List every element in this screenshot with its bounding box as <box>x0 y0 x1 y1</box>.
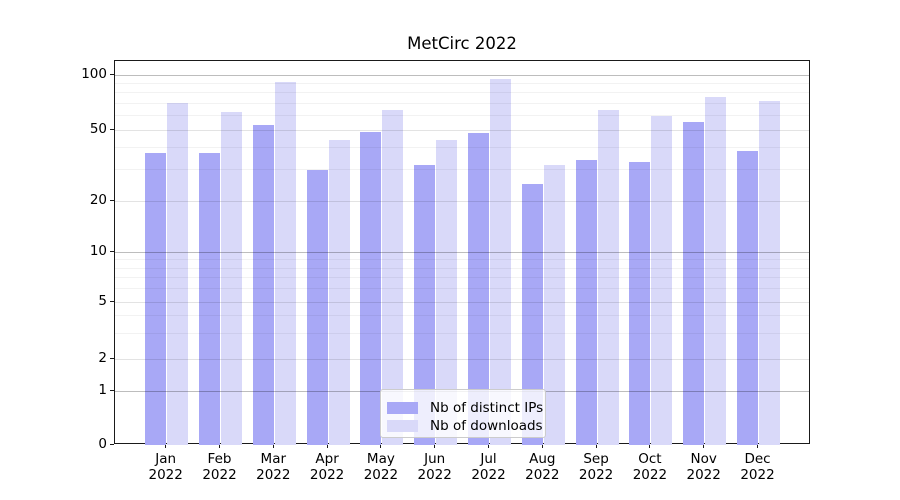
legend-label-distinct-ips: Nb of distinct IPs <box>430 400 544 416</box>
bar-distinct-ips-jan <box>145 153 167 445</box>
y-tick-mark-50 <box>110 129 114 130</box>
bar-distinct-ips-nov <box>683 122 705 445</box>
y-tick-mark-0 <box>110 444 114 445</box>
legend: Nb of distinct IPs Nb of downloads <box>380 389 546 438</box>
x-tick-label-dec: Dec 2022 <box>740 451 775 483</box>
legend-swatch-distinct-ips <box>387 401 418 415</box>
y-tick-mark-100 <box>110 74 114 75</box>
chart-title: MetCirc 2022 <box>407 34 517 53</box>
gridline-10 <box>115 252 809 253</box>
x-tick-label-mar: Mar 2022 <box>256 451 291 483</box>
gridline-minor-80 <box>115 92 809 93</box>
bar-downloads-jun <box>436 139 458 445</box>
x-tick-mark-jul <box>488 444 489 448</box>
x-tick-label-oct: Oct 2022 <box>632 451 668 483</box>
bar-distinct-ips-feb <box>199 153 220 445</box>
bar-distinct-ips-oct <box>629 162 651 445</box>
x-tick-mark-jan <box>165 444 167 448</box>
bar-downloads-nov <box>705 96 727 445</box>
gridline-minor-4 <box>115 315 809 316</box>
gridline-minor-7 <box>115 277 809 278</box>
bar-downloads-may <box>382 110 404 445</box>
x-tick-mark-may <box>380 444 382 448</box>
gridline-2 <box>115 359 809 360</box>
legend-label-downloads: Nb of downloads <box>430 418 543 434</box>
x-tick-mark-oct <box>649 444 651 448</box>
gridline-50 <box>115 130 809 131</box>
legend-row-distinct-ips: Nb of distinct IPs <box>387 399 543 417</box>
gridline-5 <box>115 302 809 303</box>
y-tick-mark-20 <box>110 200 114 201</box>
bar-downloads-feb <box>221 111 242 445</box>
x-tick-mark-mar <box>272 444 274 448</box>
x-tick-label-aug: Aug 2022 <box>525 451 560 483</box>
x-tick-mark-nov <box>703 444 705 448</box>
gridline-minor-6 <box>115 288 809 289</box>
x-tick-mark-jun <box>434 444 436 448</box>
bar-distinct-ips-jul <box>468 133 489 445</box>
y-tick-label-50: 50 <box>89 121 107 137</box>
x-tick-mark-dec <box>757 444 758 448</box>
y-tick-mark-10 <box>110 251 114 252</box>
x-tick-label-jul: Jul 2022 <box>471 451 506 483</box>
gridline-20 <box>115 201 809 202</box>
bar-distinct-ips-jun <box>414 164 436 445</box>
x-tick-label-jun: Jun 2022 <box>417 451 452 483</box>
x-tick-label-nov: Nov 2022 <box>686 451 721 483</box>
gridline-minor-40 <box>115 147 809 148</box>
bar-downloads-jul <box>490 79 511 445</box>
y-tick-label-5: 5 <box>98 293 107 309</box>
gridline-minor-60 <box>115 115 809 116</box>
gridline-minor-8 <box>115 268 809 269</box>
gridline-minor-30 <box>115 169 809 170</box>
x-tick-mark-aug <box>541 444 543 448</box>
x-tick-mark-sep <box>595 444 597 448</box>
y-tick-mark-5 <box>110 301 114 302</box>
y-tick-label-0: 0 <box>98 436 107 452</box>
bar-downloads-aug <box>543 164 565 445</box>
plot-area: Nb of distinct IPs Nb of downloads <box>114 60 810 445</box>
gridline-minor-3 <box>115 333 809 334</box>
y-tick-label-20: 20 <box>89 192 107 208</box>
x-tick-label-jan: Jan 2022 <box>148 451 183 483</box>
bar-downloads-apr <box>328 139 350 445</box>
x-tick-label-sep: Sep 2022 <box>578 451 614 483</box>
y-tick-label-2: 2 <box>98 350 107 366</box>
y-tick-label-1: 1 <box>98 382 107 398</box>
bar-distinct-ips-mar <box>252 125 274 445</box>
x-tick-label-apr: Apr 2022 <box>309 451 345 483</box>
y-tick-mark-1 <box>110 390 114 391</box>
gridline-minor-70 <box>115 103 809 104</box>
legend-row-downloads: Nb of downloads <box>387 417 543 435</box>
bar-downloads-dec <box>759 101 780 445</box>
bar-distinct-ips-sep <box>575 159 597 445</box>
bar-distinct-ips-dec <box>737 151 758 445</box>
x-tick-mark-apr <box>326 444 328 448</box>
bar-distinct-ips-aug <box>521 183 543 445</box>
gridline-minor-9 <box>115 259 809 260</box>
gridline-minor-90 <box>115 83 809 84</box>
bar-downloads-jan <box>167 103 189 445</box>
y-tick-mark-2 <box>110 358 114 359</box>
gridline-100 <box>115 75 809 76</box>
legend-swatch-downloads <box>387 419 418 433</box>
x-tick-mark-feb <box>219 444 220 448</box>
y-tick-label-100: 100 <box>81 66 107 82</box>
bar-downloads-mar <box>274 81 296 445</box>
bar-downloads-oct <box>651 115 673 445</box>
x-tick-label-may: May 2022 <box>363 451 399 483</box>
bar-distinct-ips-may <box>360 131 382 445</box>
bar-distinct-ips-apr <box>306 169 328 445</box>
y-tick-label-10: 10 <box>89 243 107 259</box>
x-tick-label-feb: Feb 2022 <box>202 451 237 483</box>
bar-downloads-sep <box>597 110 619 445</box>
